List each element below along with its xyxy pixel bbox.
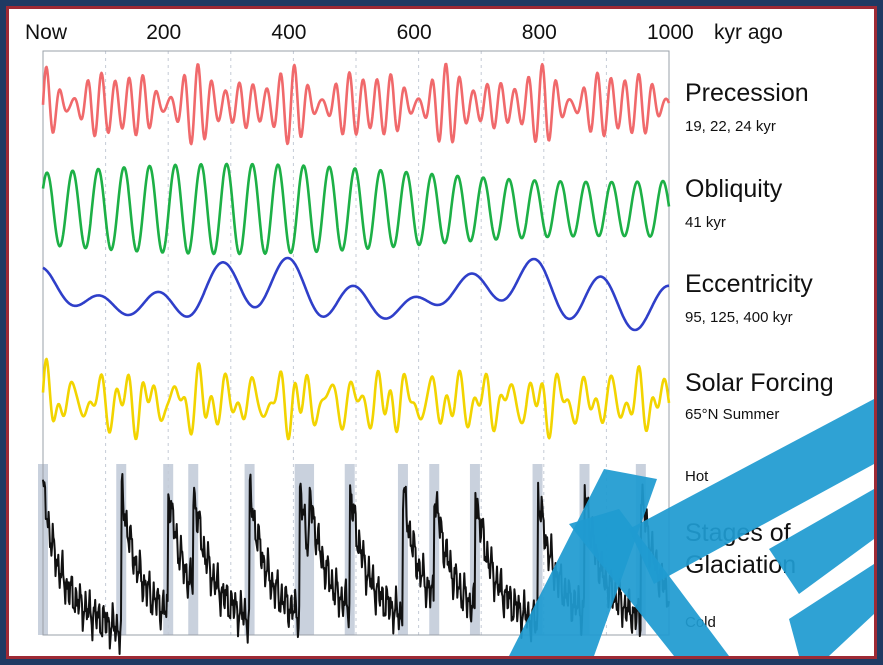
chart-panel: Now 200 400 600 800 1000 kyr ago Precession 19… [6,6,877,659]
label-eccentricity-periods: 95, 125, 400 kyr [685,309,793,326]
series-eccentricity-line [42,256,670,332]
series-precession-line [41,62,671,146]
label-eccentricity: Eccentricity [685,270,813,298]
label-solar-forcing-periods: 65°N Summer [685,406,779,423]
axis-unit-label: kyr ago [714,21,783,44]
interglacial-band-6 [304,464,315,635]
milankovitch-chart: Now 200 400 600 800 1000 kyr ago Precession 19… [25,21,874,656]
label-obliquity: Obliquity [685,175,783,203]
series-solar-forcing-line [41,357,671,441]
label-hot: Hot [685,468,709,485]
label-solar-forcing: Solar Forcing [685,369,834,397]
tick-label-now: Now [25,21,68,44]
tick-label-400: 400 [271,21,306,44]
label-precession-periods: 19, 22, 24 kyr [685,118,776,135]
axis-tick-labels: Now 200 400 600 800 1000 [25,21,694,44]
tick-label-800: 800 [522,21,557,44]
plot-frame [42,50,670,636]
tick-label-600: 600 [397,21,432,44]
tick-label-1000: 1000 [647,21,694,44]
watermark-graphic [509,399,874,656]
label-obliquity-periods: 41 kyr [685,214,726,231]
tick-label-200: 200 [146,21,181,44]
label-precession: Precession [685,79,809,107]
series-obliquity-line [41,162,671,256]
